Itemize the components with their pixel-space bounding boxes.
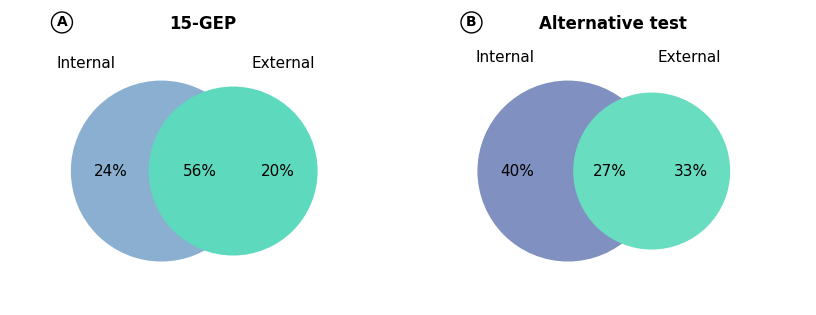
Text: 33%: 33% xyxy=(673,163,707,179)
Text: B: B xyxy=(466,15,477,29)
Circle shape xyxy=(149,87,317,255)
Text: 24%: 24% xyxy=(94,163,127,179)
Circle shape xyxy=(478,81,658,261)
Circle shape xyxy=(574,93,730,249)
Text: 40%: 40% xyxy=(500,163,534,179)
Text: Alternative test: Alternative test xyxy=(539,15,687,33)
Text: A: A xyxy=(56,15,68,29)
Text: Internal: Internal xyxy=(475,50,534,65)
Text: 27%: 27% xyxy=(593,163,627,179)
Text: External: External xyxy=(251,56,315,71)
Text: Internal: Internal xyxy=(56,56,116,71)
Text: External: External xyxy=(658,50,721,65)
Circle shape xyxy=(72,81,251,261)
Text: 56%: 56% xyxy=(184,163,217,179)
Text: 15-GEP: 15-GEP xyxy=(170,15,237,33)
Text: 20%: 20% xyxy=(261,163,295,179)
